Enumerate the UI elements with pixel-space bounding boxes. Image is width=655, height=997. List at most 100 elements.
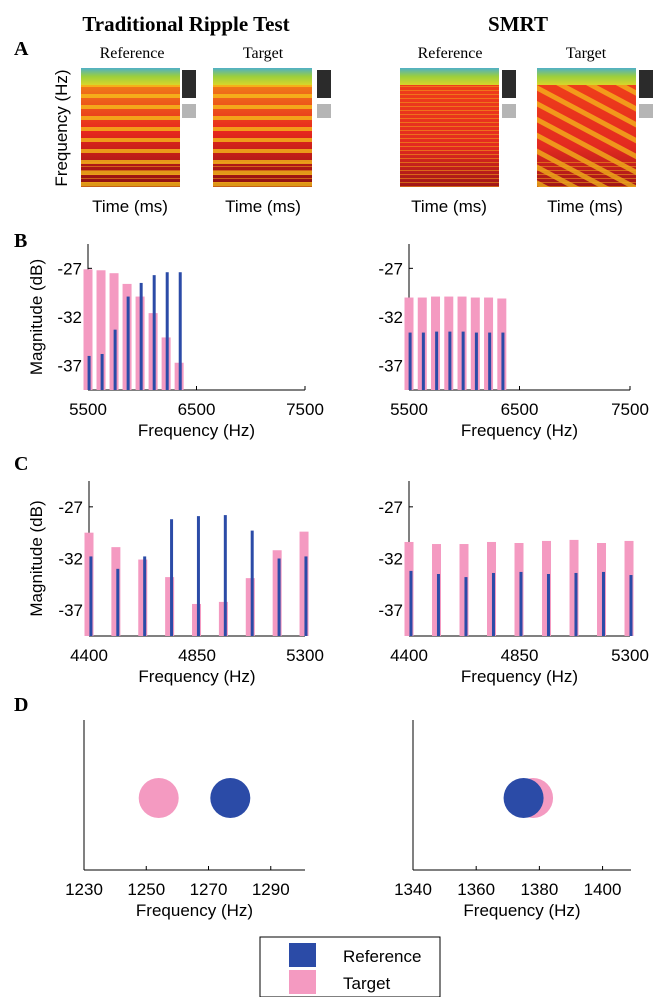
spectrogram-subtitle: Target: [566, 45, 607, 62]
spectrogram-traditional-target: Target Time (ms): [213, 45, 331, 216]
x-tick-label: 4850: [178, 646, 216, 665]
bar-reference: [448, 331, 452, 390]
bar-reference: [409, 570, 413, 636]
x-tick-label: 1250: [127, 880, 165, 899]
y-tick-label: -32: [378, 308, 403, 327]
chart-panel-b-left: 5500 6500 7500 Frequency (Hz) -27 -32 -37 Magni…: [27, 244, 324, 440]
bar-target: [432, 544, 442, 636]
bar-reference: [223, 515, 227, 636]
x-tick-label: 7500: [286, 400, 324, 419]
bar-reference: [519, 571, 523, 636]
bar-reference: [178, 272, 182, 390]
y-tick-label: -37: [378, 357, 403, 376]
bar-reference: [574, 572, 578, 636]
bar-reference: [113, 329, 117, 390]
bar-reference: [546, 574, 550, 636]
bar-reference: [116, 568, 120, 636]
chart-panel-d-left: 1230 1250 1270 1290 Frequency (Hz): [65, 720, 305, 920]
bar-reference: [304, 556, 308, 636]
bar-reference: [501, 332, 505, 390]
x-tick-label: 1380: [520, 880, 558, 899]
x-tick-label: 5500: [69, 400, 107, 419]
x-axis-label: Frequency (Hz): [461, 667, 578, 686]
bar-reference: [165, 272, 169, 390]
spectrogram-traditional-reference: Reference Time (ms): [81, 45, 196, 216]
x-tick-label: 4850: [501, 646, 539, 665]
x-tick-label: 1270: [190, 880, 228, 899]
bar-reference: [250, 530, 254, 636]
bar-target: [542, 540, 552, 636]
x-tick-label: 1360: [457, 880, 495, 899]
y-tick-label: -27: [58, 498, 83, 517]
spectrogram-xlabel: Time (ms): [92, 197, 168, 216]
x-tick-label: 7500: [611, 400, 649, 419]
spectrogram-smrt-reference: Reference Time (ms): [400, 45, 516, 216]
bar-reference: [461, 331, 465, 390]
legend-label-target: Target: [343, 974, 391, 993]
legend-label-reference: Reference: [343, 947, 421, 966]
bar-reference: [474, 332, 478, 390]
spectrogram-xlabel: Time (ms): [411, 197, 487, 216]
bar-target: [96, 270, 106, 390]
bar-target: [514, 543, 524, 636]
column-title-left: Traditional Ripple Test: [82, 12, 289, 36]
y-axis-label: Magnitude (dB): [27, 500, 46, 616]
bar-target: [218, 601, 228, 636]
bar-reference: [126, 296, 130, 390]
column-title-right: SMRT: [488, 12, 548, 36]
bar-reference: [89, 556, 93, 636]
bar-target: [83, 269, 93, 390]
legend-swatch-target: [289, 970, 316, 994]
bar-reference: [139, 282, 143, 390]
legend-box: [259, 936, 441, 997]
bar-reference: [435, 331, 439, 390]
panel-letter-b: B: [14, 230, 27, 252]
legend-swatch-reference: [289, 943, 316, 967]
spectrogram-subtitle: Reference: [100, 45, 165, 62]
bar-reference: [436, 574, 440, 636]
panel-letter-a: A: [14, 38, 29, 60]
panel-a-ylabel: Frequency (Hz): [52, 69, 71, 186]
x-tick-label: 5500: [390, 400, 428, 419]
y-tick-label: -37: [378, 601, 403, 620]
spectrogram-xlabel: Time (ms): [547, 197, 623, 216]
y-tick-label: -32: [57, 308, 82, 327]
bar-reference: [488, 332, 492, 390]
x-axis-label: Frequency (Hz): [136, 901, 253, 920]
bar-reference: [601, 571, 605, 636]
x-tick-label: 1290: [252, 880, 290, 899]
bar-reference: [170, 519, 174, 636]
bar-target: [245, 578, 255, 636]
bar-target: [84, 532, 94, 636]
bar-reference: [408, 332, 412, 390]
bar-target: [138, 559, 148, 636]
bar-target: [192, 603, 202, 636]
bar-reference: [629, 575, 633, 636]
x-axis-label: Frequency (Hz): [138, 667, 255, 686]
x-tick-label: 5300: [611, 646, 649, 665]
bar-reference: [277, 558, 281, 636]
point-reference: [503, 778, 544, 818]
x-tick-label: 6500: [501, 400, 539, 419]
bar-target: [459, 544, 469, 636]
bar-reference: [100, 353, 104, 390]
bar-target: [487, 541, 497, 636]
x-axis-label: Frequency (Hz): [463, 901, 580, 920]
bar-target: [597, 543, 607, 636]
x-axis-label: Frequency (Hz): [138, 421, 255, 440]
point-target: [138, 778, 179, 818]
x-tick-label: 1340: [394, 880, 432, 899]
y-tick-label: -37: [57, 357, 82, 376]
bar-target: [272, 550, 282, 636]
panel-letter-d: D: [14, 694, 28, 716]
bar-reference: [464, 577, 468, 636]
spectrogram-subtitle: Target: [243, 45, 284, 62]
chart-panel-c-right: 4400 4850 5300 Frequency (Hz) -27 -32 -37: [378, 481, 649, 686]
bar-target: [111, 547, 121, 636]
bar-target: [299, 531, 309, 636]
x-tick-label: 4400: [70, 646, 108, 665]
y-tick-label: -27: [378, 259, 403, 278]
chart-panel-c-left: 4400 4850 5300 Frequency (Hz) -27 -32 -37 Magni…: [27, 481, 324, 686]
